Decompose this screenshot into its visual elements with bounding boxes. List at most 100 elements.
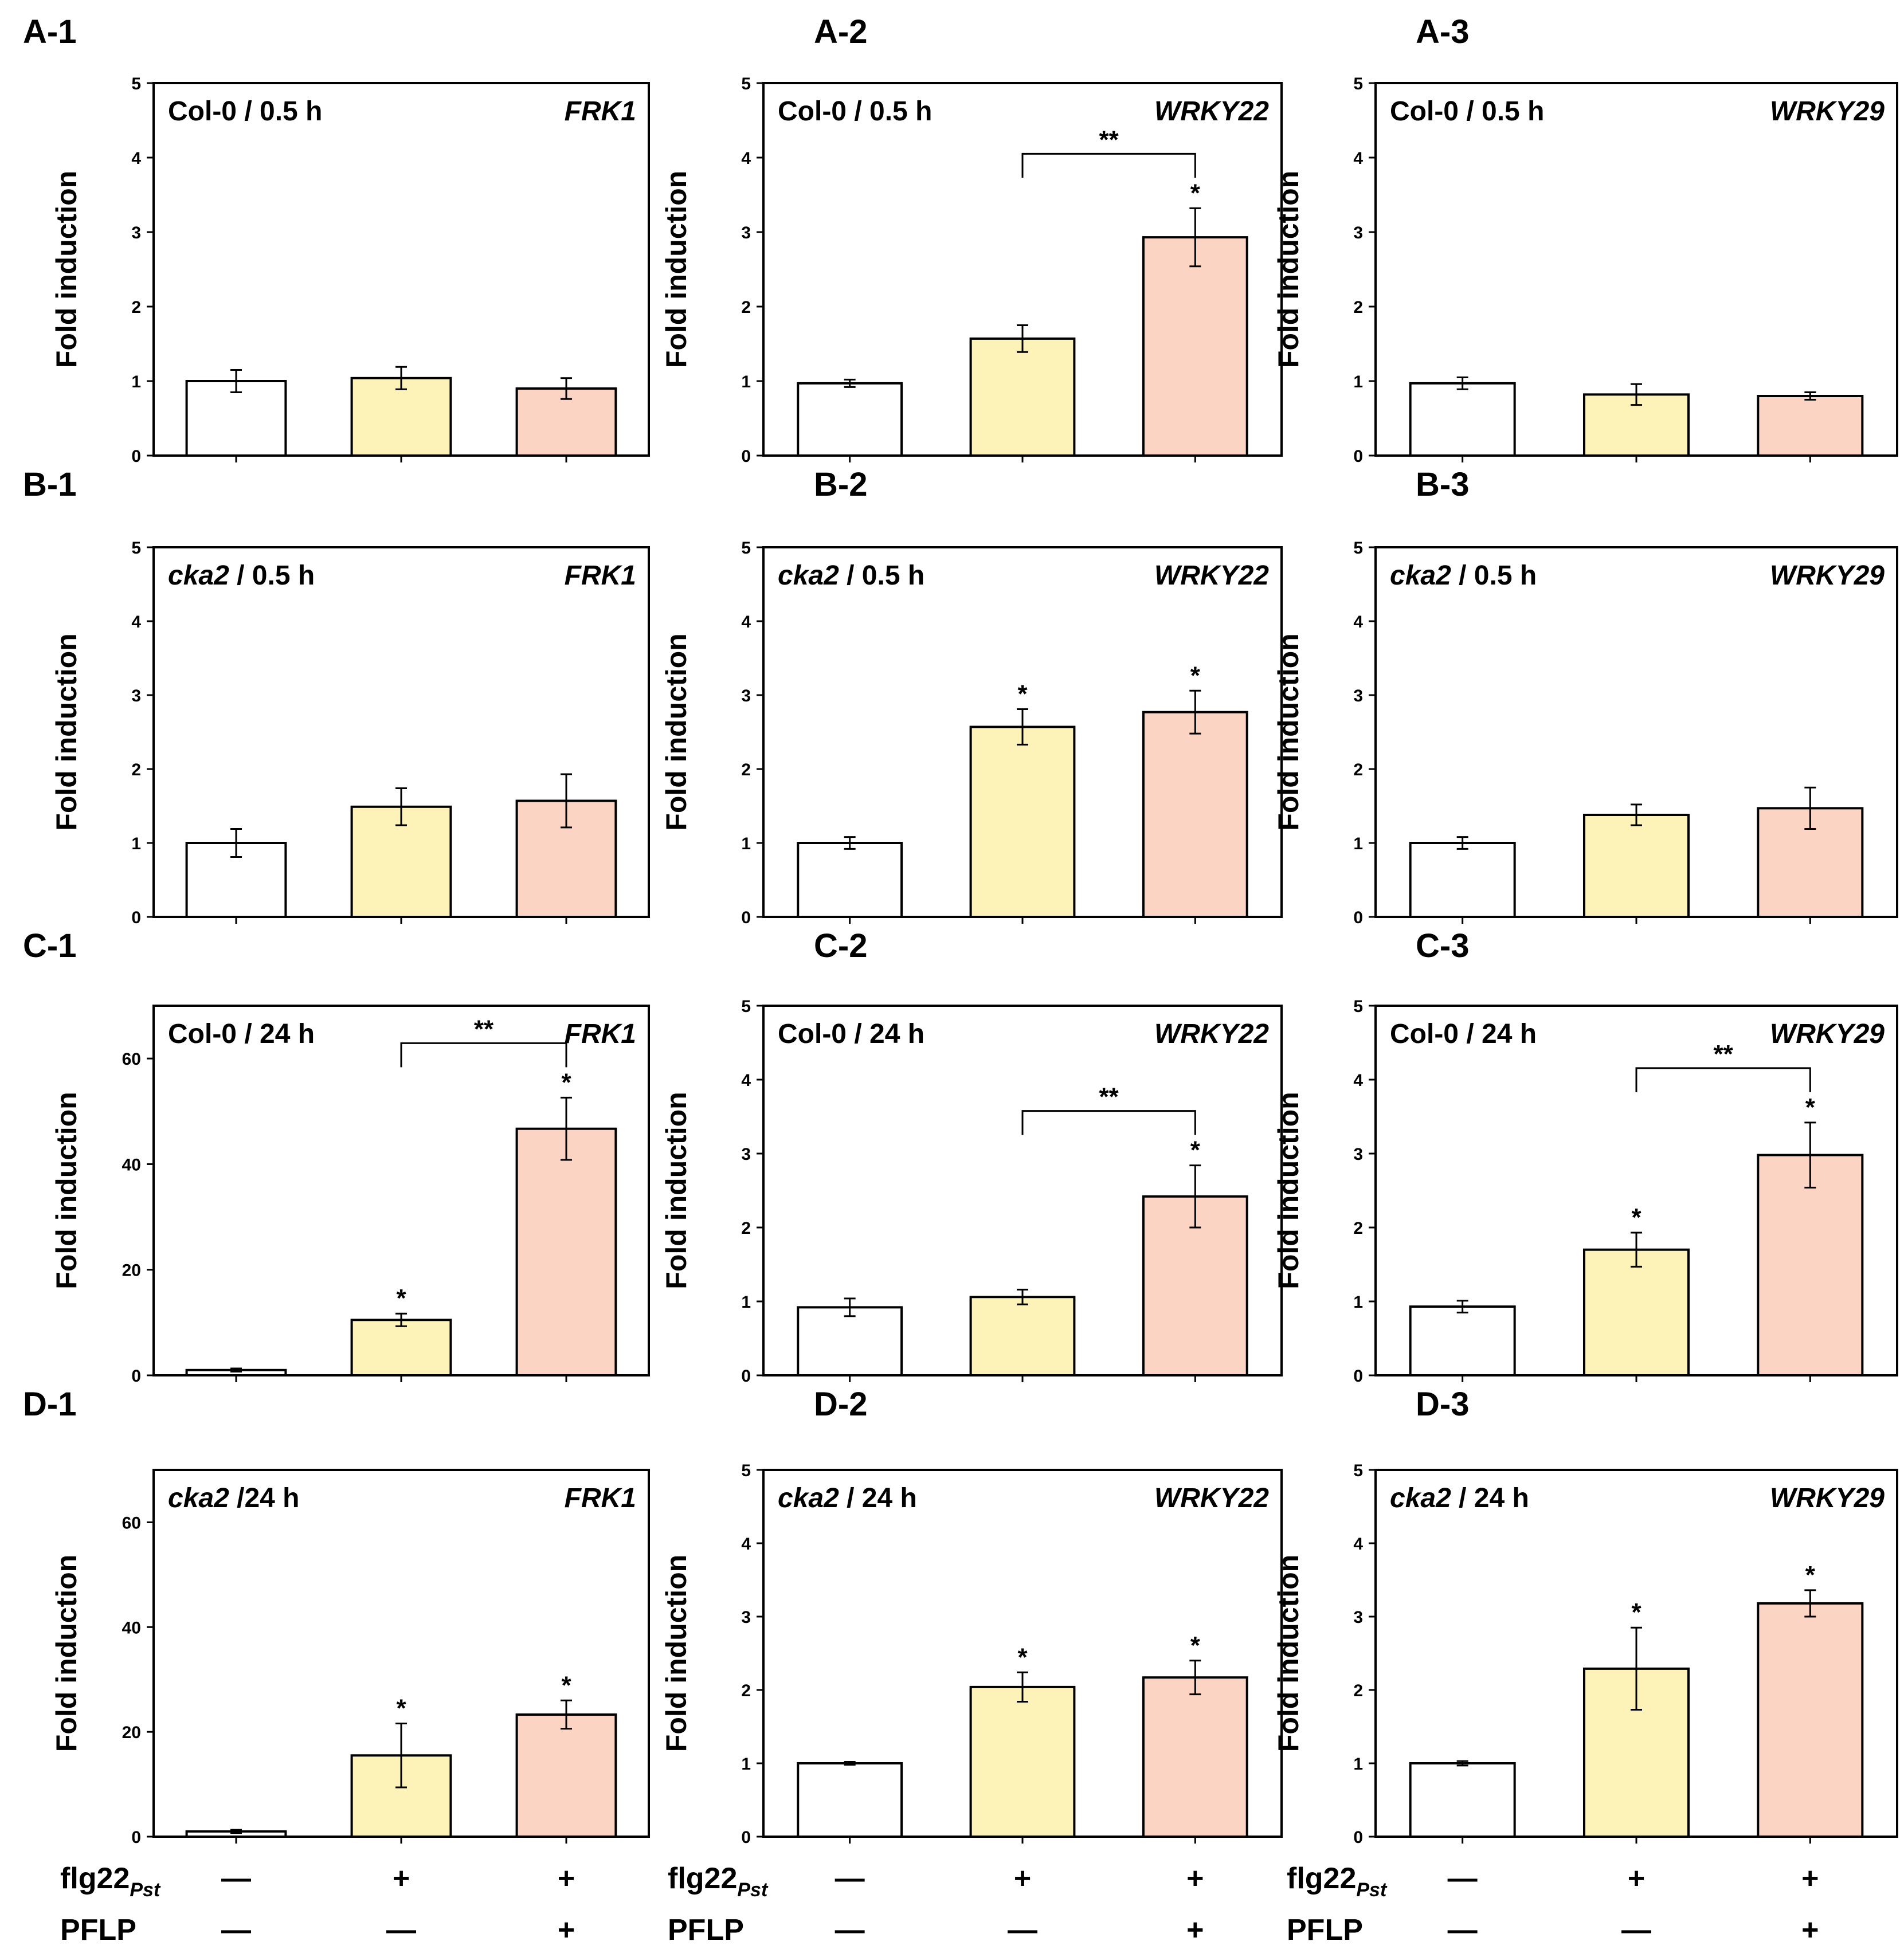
y-axis-title: Fold induction — [660, 1092, 692, 1289]
panel-time: / 0.5 h — [839, 560, 924, 591]
y-tick-label: 4 — [741, 1535, 751, 1554]
y-tick-label: 2 — [131, 760, 141, 779]
treatment-name: PFLP — [1287, 1913, 1363, 1947]
chart-panel-c-3: C-3 0 1 2 3 4 5 Fold induction Col-0 / 24 h WRKY2… — [1272, 927, 1898, 1386]
treatment-sign: — — [221, 1862, 251, 1895]
y-axis-title: Fold induction — [50, 171, 83, 368]
panel-genotype: Col-0 — [778, 1019, 847, 1049]
panel-label: A-2 — [814, 13, 867, 50]
y-tick-label: 3 — [741, 687, 751, 705]
panel-genotype: cka2 — [1390, 1483, 1451, 1513]
panel-time: / 24 h — [1459, 1019, 1537, 1049]
bar — [797, 842, 903, 918]
panel-genotype: Col-0 — [778, 96, 847, 127]
significance-star: * — [396, 1695, 406, 1723]
y-tick-label: 0 — [741, 1367, 751, 1386]
treatment-name: PFLP — [60, 1913, 136, 1947]
y-tick-label: 3 — [741, 1608, 751, 1627]
y-tick-label: 1 — [1353, 372, 1363, 391]
bar — [969, 1685, 1076, 1838]
y-tick-label: 3 — [131, 687, 141, 705]
panel-label: B-3 — [1416, 466, 1469, 503]
y-tick-label: 5 — [741, 74, 751, 93]
y-axis-title: Fold induction — [660, 633, 692, 830]
panel-genotype: cka2 — [1390, 560, 1451, 591]
panel-genotype: Col-0 — [168, 96, 237, 127]
panel-gene-name: FRK1 — [565, 560, 636, 591]
significance-star: * — [1190, 179, 1201, 207]
panel-gene-name: WRKY29 — [1770, 96, 1885, 127]
y-tick-label: 0 — [1353, 1367, 1363, 1386]
y-tick-label: 2 — [131, 298, 141, 317]
panel-time: / 0.5 h — [237, 96, 322, 127]
treatment-name: flg22 — [1287, 1862, 1356, 1895]
panel-label: B-2 — [814, 466, 867, 503]
y-tick-label: 1 — [1353, 1755, 1363, 1774]
comparison-bracket-label: ** — [1714, 1040, 1734, 1068]
y-tick-label: 5 — [1353, 539, 1363, 558]
y-tick-label: 2 — [1353, 1219, 1363, 1238]
bar — [797, 1762, 903, 1838]
y-tick-label: 3 — [1353, 687, 1363, 705]
bar — [1757, 395, 1864, 457]
y-axis-title: Fold induction — [1272, 1092, 1304, 1289]
treatment-sign: — — [1621, 1913, 1651, 1947]
panel-label: A-1 — [23, 13, 76, 50]
panel-label: C-1 — [23, 927, 76, 964]
y-tick-label: 0 — [131, 908, 141, 927]
y-tick-label: 0 — [741, 447, 751, 466]
treatment-name: flg22 — [60, 1862, 130, 1895]
panel-title: Col-0 / 0.5 h — [1390, 96, 1544, 127]
y-tick-label: 5 — [741, 1461, 751, 1480]
panel-genotype: Col-0 — [168, 1019, 237, 1049]
significance-star: * — [1805, 1561, 1816, 1589]
y-tick-label: 2 — [741, 1681, 751, 1700]
bar — [969, 725, 1076, 918]
y-tick-label: 1 — [741, 1755, 751, 1774]
y-tick-label: 20 — [122, 1261, 141, 1280]
treatment-sign: + — [1801, 1862, 1819, 1895]
y-tick-label: 0 — [131, 1367, 141, 1386]
treatment-sign: + — [1186, 1913, 1204, 1947]
treatment-subscript: Pst — [130, 1879, 161, 1901]
treatment-name: PFLP — [668, 1913, 744, 1947]
bar — [1409, 842, 1516, 918]
chart-panel-b-2: B-2 0 1 2 3 4 5 Fold induction cka2 / 0.5 h WRKY2… — [660, 466, 1283, 927]
y-tick-label: 4 — [1353, 149, 1363, 168]
y-tick-label: 4 — [1353, 613, 1363, 632]
panel-title: Col-0 / 24 h — [168, 1019, 315, 1049]
y-tick-label: 5 — [741, 539, 751, 558]
bar — [515, 1127, 617, 1376]
significance-star: * — [1805, 1093, 1816, 1121]
y-axis-title: Fold induction — [1272, 1555, 1304, 1752]
panel-time: / 0.5 h — [1459, 96, 1544, 127]
y-tick-label: 0 — [1353, 1828, 1363, 1847]
treatment-sign: + — [1801, 1913, 1819, 1947]
panel-gene-name: FRK1 — [565, 96, 636, 127]
panel-time: / 24 h — [839, 1483, 917, 1513]
chart-panel-a-2: A-2 0 1 2 3 4 5 Fold induction Col-0 / 0.5 h WRKY… — [660, 13, 1283, 466]
panel-title: Col-0 / 0.5 h — [778, 96, 932, 127]
chart-panel-a-1: A-1 0 1 2 3 4 5 Fold induction Col-0 / 0.5 h FRK1 — [23, 13, 650, 466]
comparison-bracket-label: ** — [1099, 1083, 1119, 1111]
y-tick-label: 4 — [1353, 1535, 1363, 1554]
y-axis-title: Fold induction — [1272, 633, 1304, 830]
panel-title: Col-0 / 24 h — [778, 1019, 924, 1049]
bar — [350, 377, 452, 457]
bar — [1583, 1248, 1690, 1376]
y-tick-label: 1 — [131, 372, 141, 391]
panel-label: D-3 — [1416, 1386, 1469, 1423]
panel-label: D-2 — [814, 1386, 867, 1423]
panel-label: C-3 — [1416, 927, 1469, 964]
comparison-bracket-label: ** — [1099, 126, 1119, 154]
panel-genotype: cka2 — [778, 1483, 839, 1513]
panel-time: /24 h — [229, 1483, 300, 1513]
y-tick-label: 2 — [1353, 298, 1363, 317]
chart-panel-d-2: D-2 0 1 2 3 4 5 Fold induction cka2 / 24 h WRKY22… — [660, 1386, 1283, 1847]
bar — [1142, 1676, 1248, 1838]
treatment-subscript: Pst — [737, 1879, 769, 1901]
y-tick-label: 5 — [1353, 74, 1363, 93]
y-tick-label: 5 — [131, 539, 141, 558]
panel-gene-name: WRKY22 — [1154, 1019, 1269, 1049]
y-tick-label: 4 — [1353, 1071, 1363, 1090]
